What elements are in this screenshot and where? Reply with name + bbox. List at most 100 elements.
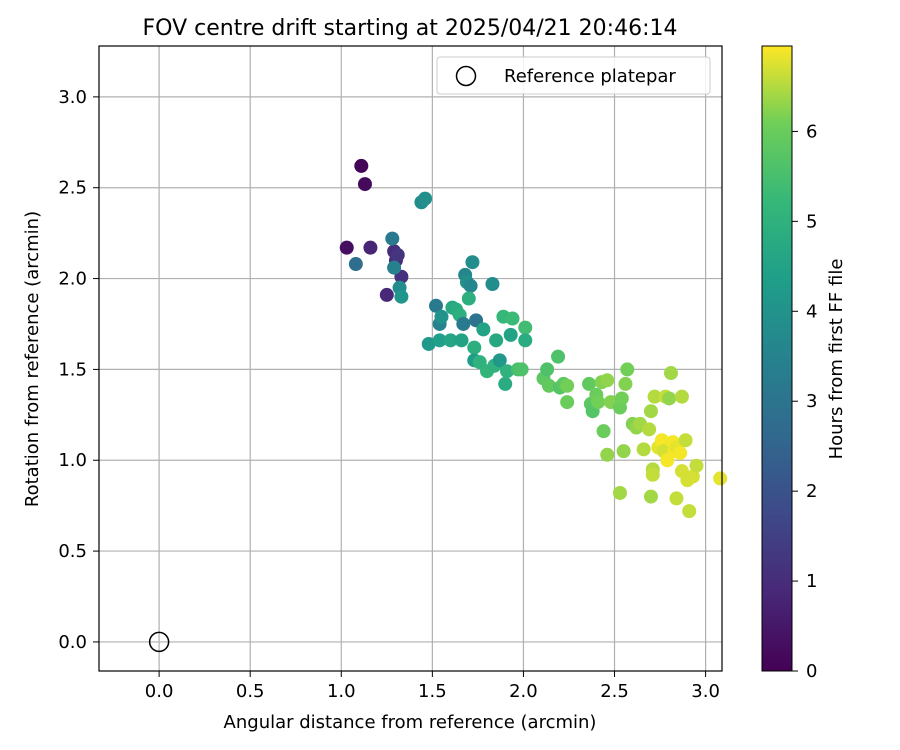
x-tick-label: 2.5 <box>600 681 629 702</box>
x-tick-label: 0.0 <box>145 681 174 702</box>
data-point <box>685 469 700 484</box>
data-point <box>348 257 363 272</box>
data-point <box>379 287 394 302</box>
data-point <box>540 362 555 377</box>
data-point <box>518 333 533 348</box>
x-tick-label: 2.0 <box>509 681 538 702</box>
y-tick-label: 2.0 <box>58 269 87 290</box>
y-tick-label: 3.0 <box>58 87 87 108</box>
data-point <box>456 316 471 331</box>
y-axis-label: Rotation from reference (arcmin) <box>22 211 43 507</box>
y-tick-label: 2.5 <box>58 178 87 199</box>
data-point <box>620 362 635 377</box>
x-tick-label: 1.5 <box>418 681 447 702</box>
y-tick-label: 0.0 <box>58 632 87 653</box>
data-point <box>614 391 629 406</box>
data-point <box>363 240 378 255</box>
colorbar-tick-label: 3 <box>806 391 817 412</box>
legend-marker <box>455 65 477 87</box>
data-point <box>591 395 606 410</box>
data-point <box>636 442 651 457</box>
data-point <box>394 289 409 304</box>
data-point <box>498 376 513 391</box>
data-point <box>654 433 669 448</box>
legend-box <box>436 56 711 95</box>
data-point <box>662 391 677 406</box>
data-point <box>582 376 597 391</box>
data-point <box>339 240 354 255</box>
data-point <box>514 362 529 377</box>
data-points <box>148 158 728 653</box>
data-point <box>461 291 476 306</box>
data-point <box>551 349 566 364</box>
data-point <box>443 333 458 348</box>
legend: Reference platepar <box>436 56 711 95</box>
data-point <box>518 320 533 335</box>
data-point <box>429 298 444 313</box>
data-point <box>421 336 436 351</box>
data-point <box>669 491 684 506</box>
x-tick-label: 0.5 <box>236 681 265 702</box>
reference-marker <box>148 631 170 653</box>
data-point <box>612 485 627 500</box>
colorbar-gradient <box>761 45 793 672</box>
legend-label: Reference platepar <box>504 66 676 87</box>
data-point <box>390 247 405 262</box>
data-point <box>485 277 500 292</box>
data-point <box>432 333 447 348</box>
colorbar-tick-label: 1 <box>806 571 817 592</box>
data-point <box>489 333 504 348</box>
data-point <box>689 458 704 473</box>
data-point <box>673 445 688 460</box>
y-tick-label: 0.5 <box>58 541 87 562</box>
colorbar: 0 1 2 3 4 5 6 Hours from first FF file <box>761 45 847 682</box>
data-point <box>600 373 615 388</box>
x-tick-label: 3.0 <box>691 681 720 702</box>
plot-frame <box>98 45 723 672</box>
axes: 0.0 0.5 1.0 1.5 2.0 2.5 3.0 0.0 0.5 1.0 1.5 2.0 2.5 3… <box>58 45 723 702</box>
data-point <box>674 389 689 404</box>
data-point <box>463 278 478 293</box>
data-point <box>387 260 402 275</box>
data-point <box>678 433 693 448</box>
x-axis-label: Angular distance from reference (arcmin) <box>224 712 597 733</box>
y-tick-label: 1.0 <box>58 450 87 471</box>
data-point <box>492 353 507 368</box>
colorbar-tick-label: 0 <box>806 661 817 682</box>
colorbar-tick-label: 4 <box>806 301 817 322</box>
data-point <box>682 504 697 519</box>
data-point <box>505 311 520 326</box>
data-point <box>476 322 491 337</box>
data-point <box>385 231 400 246</box>
data-point <box>467 340 482 355</box>
data-point <box>643 404 658 419</box>
colorbar-tick-label: 5 <box>806 211 817 232</box>
data-point <box>596 424 611 439</box>
data-point <box>503 327 518 342</box>
data-point <box>713 471 728 486</box>
data-point <box>418 191 433 206</box>
data-point <box>434 309 449 324</box>
data-point <box>647 389 662 404</box>
data-point <box>618 376 633 391</box>
data-point <box>500 364 515 379</box>
colorbar-tick-label: 6 <box>806 121 817 142</box>
x-tick-label: 1.0 <box>327 681 356 702</box>
data-point <box>643 489 658 504</box>
data-point <box>645 467 660 482</box>
data-point <box>454 333 469 348</box>
data-point <box>600 447 615 462</box>
data-point <box>357 177 372 192</box>
data-point <box>663 366 678 381</box>
data-point <box>560 378 575 393</box>
y-tick-label: 1.5 <box>58 359 87 380</box>
colorbar-ticks: 0 1 2 3 4 5 6 <box>792 121 817 682</box>
grid-lines <box>99 46 722 671</box>
data-point <box>642 422 657 437</box>
data-point <box>560 395 575 410</box>
data-point <box>616 444 631 459</box>
data-point <box>541 378 556 393</box>
colorbar-label: Hours from first FF file <box>826 259 847 460</box>
colorbar-tick-label: 2 <box>806 481 817 502</box>
